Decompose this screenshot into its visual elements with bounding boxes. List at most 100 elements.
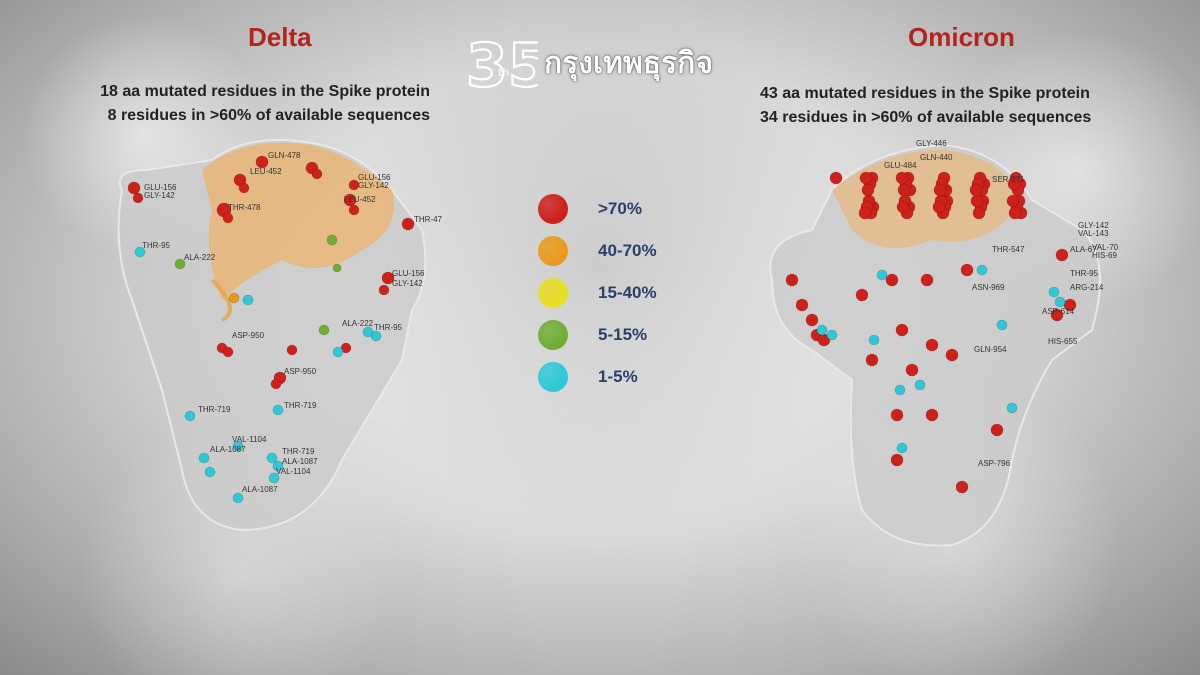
legend-label: 15-40% xyxy=(598,283,657,302)
residue-label: VAL-1104 xyxy=(276,467,311,476)
residue-marker xyxy=(326,234,338,246)
residue-label: ASP-614 xyxy=(1042,307,1075,316)
residue-marker xyxy=(127,181,141,195)
legend-item: 1-5% xyxy=(538,358,698,396)
residue-marker xyxy=(242,294,254,306)
residue-label: GLN-440 xyxy=(920,153,953,162)
residue-marker xyxy=(318,324,330,336)
residue-label: ALA-222 xyxy=(184,253,216,262)
residue-label: GLY-142 xyxy=(144,191,175,200)
residue-label: GLU-156 xyxy=(392,269,425,278)
residue-marker xyxy=(1055,248,1069,262)
residue-label: ASP-796 xyxy=(978,459,1011,468)
omicron-residue-labels: GLY-446 GLN-440 GLU-484 SER-371 THR-547 … xyxy=(884,139,1119,468)
residue-marker xyxy=(348,204,360,216)
residue-marker xyxy=(132,192,144,204)
legend-swatch xyxy=(538,236,568,266)
residue-marker xyxy=(876,269,888,281)
residue-marker xyxy=(976,264,988,276)
legend-swatch xyxy=(538,278,568,308)
residue-label: LEU-452 xyxy=(250,167,282,176)
legend-label: 1-5% xyxy=(598,367,638,386)
residue-marker xyxy=(816,324,828,336)
residue-label: ASN-969 xyxy=(972,283,1005,292)
residue-marker xyxy=(1008,206,1022,220)
publisher-logo: 35 th กรุงเทพธุรกิจ xyxy=(466,30,713,96)
residue-marker xyxy=(370,330,382,342)
residue-marker xyxy=(868,334,880,346)
residue-label: ALA-1087 xyxy=(242,485,278,494)
residue-marker xyxy=(272,404,284,416)
residue-marker xyxy=(332,346,344,358)
residue-label: HIS-69 xyxy=(1092,251,1117,260)
residue-marker xyxy=(286,344,298,356)
residue-marker xyxy=(266,452,278,464)
residue-marker xyxy=(174,258,186,270)
residue-marker xyxy=(255,155,269,169)
residue-marker xyxy=(969,183,983,197)
residue-label: VAL-70 xyxy=(1092,243,1119,252)
residue-marker xyxy=(933,183,947,197)
residue-label: GLY-142 xyxy=(358,181,389,190)
residue-marker xyxy=(184,410,196,422)
residue-marker xyxy=(895,171,909,185)
residue-marker xyxy=(895,323,909,337)
delta-line-1: 18 aa mutated residues in the Spike prot… xyxy=(100,83,430,100)
omicron-title: Omicron xyxy=(908,22,1015,52)
residue-marker xyxy=(228,292,240,304)
residue-label: VAL-1104 xyxy=(232,435,267,444)
logo-number: 35 xyxy=(466,31,538,96)
residue-label: THR-547 xyxy=(992,245,1025,254)
residue-marker xyxy=(972,206,986,220)
delta-residue-markers xyxy=(127,155,415,504)
residue-label: HIS-655 xyxy=(1048,337,1078,346)
residue-label: THR-719 xyxy=(198,405,231,414)
residue-marker xyxy=(920,273,934,287)
residue-marker xyxy=(859,171,873,185)
legend-label: 5-15% xyxy=(598,325,648,344)
residue-marker xyxy=(232,440,244,452)
residue-label: ALA-1087 xyxy=(210,445,246,454)
residue-marker xyxy=(381,271,395,285)
residue-marker xyxy=(204,466,216,478)
delta-rbd-region xyxy=(202,142,394,300)
residue-marker xyxy=(332,263,342,273)
delta-spike-protein-structure: GLU-156 GLY-142 THR-95 ALA-222 GLN-478 L… xyxy=(117,139,442,532)
residue-marker xyxy=(890,408,904,422)
residue-label: LEU-452 xyxy=(344,195,376,204)
residue-marker xyxy=(795,298,809,312)
residue-label: THR-478 xyxy=(414,215,442,224)
residue-marker xyxy=(1048,286,1060,298)
residue-marker xyxy=(914,379,926,391)
legend-swatch xyxy=(538,194,568,224)
omicron-line-2: 34 residues in >60% of available sequenc… xyxy=(760,109,1092,126)
residue-label: ASP-950 xyxy=(232,331,265,340)
residue-marker xyxy=(890,453,904,467)
residue-label: GLN-478 xyxy=(268,151,301,160)
residue-marker xyxy=(1006,402,1018,414)
residue-marker xyxy=(1007,177,1021,191)
logo-superscript: th xyxy=(498,66,509,79)
residue-label: THR-478 xyxy=(228,203,261,212)
residue-label: THR-95 xyxy=(142,241,171,250)
residue-marker xyxy=(785,273,799,287)
residue-label: ASP-950 xyxy=(284,367,317,376)
residue-marker xyxy=(970,194,984,208)
legend-item: 15-40% xyxy=(538,274,698,312)
residue-label: VAL-143 xyxy=(1078,229,1109,238)
legend-item: 40-70% xyxy=(538,232,698,270)
residue-marker xyxy=(134,246,146,258)
residue-marker xyxy=(897,183,911,197)
frequency-legend: >70% 40-70% 15-40% 5-15% 1-5% xyxy=(538,190,698,400)
residue-marker xyxy=(826,329,838,341)
residue-label: SER-371 xyxy=(992,175,1025,184)
omicron-residue-markers xyxy=(785,171,1077,494)
residue-marker xyxy=(270,378,282,390)
residue-marker xyxy=(861,183,875,197)
residue-marker xyxy=(996,319,1008,331)
residue-marker xyxy=(232,492,244,504)
omicron-spike-protein-structure: GLY-446 GLN-440 GLU-484 SER-371 THR-547 … xyxy=(769,139,1119,547)
residue-marker xyxy=(896,200,910,214)
residue-marker xyxy=(855,288,869,302)
legend-item: >70% xyxy=(538,190,698,228)
